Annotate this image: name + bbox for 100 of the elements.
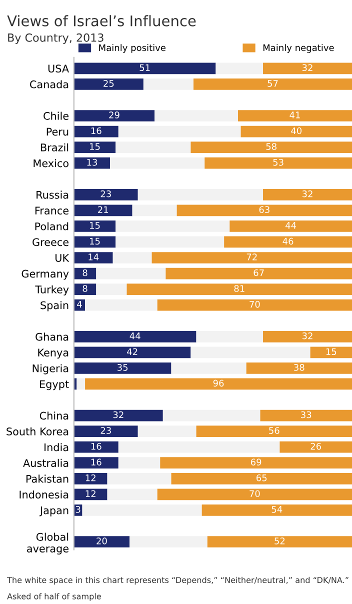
data-label: 16	[91, 127, 102, 134]
data-label: 69	[250, 458, 262, 466]
data-label: 42	[127, 348, 138, 355]
bar	[171, 362, 246, 374]
data-label: 32	[302, 190, 312, 198]
data-label: 25	[104, 80, 114, 87]
y-tick-label: Greece	[32, 238, 69, 246]
y-tick-label: France	[35, 206, 69, 215]
bar	[74, 252, 113, 264]
y-tick-label: Global average	[27, 532, 68, 554]
data-label: 65	[256, 474, 267, 482]
bar	[190, 142, 352, 153]
bar	[193, 78, 352, 90]
bar	[74, 188, 138, 200]
data-label: 3	[76, 506, 80, 513]
y-tick-label: Germany	[22, 270, 69, 280]
bar	[74, 441, 118, 453]
data-label: 58	[266, 143, 276, 150]
data-label: 15	[90, 143, 100, 150]
bar	[130, 536, 208, 548]
data-label: 72	[246, 254, 257, 260]
bar	[74, 62, 216, 74]
data-label: 21	[98, 206, 108, 213]
data-label: 67	[254, 269, 264, 276]
y-tick-label: Canada	[30, 80, 68, 88]
y-tick-label: Indonesia	[20, 490, 68, 499]
y-tick-label: Spain	[40, 301, 68, 312]
y-tick-label: Nigeria	[32, 364, 68, 374]
bar	[74, 346, 191, 358]
bar	[230, 220, 352, 232]
bar	[162, 410, 260, 422]
bar	[116, 236, 224, 248]
data-label: 15	[326, 348, 336, 356]
bar	[202, 504, 352, 516]
bar	[116, 142, 191, 153]
bar	[74, 472, 108, 484]
bar	[152, 252, 352, 264]
data-label: 23	[100, 427, 111, 434]
data-label: 54	[272, 506, 282, 513]
y-tick-label: Poland	[35, 222, 68, 230]
data-label: 16	[91, 458, 102, 466]
data-label: 15	[90, 222, 100, 229]
bar	[74, 410, 163, 422]
bar	[74, 488, 108, 500]
bar	[224, 236, 352, 248]
bar	[74, 142, 116, 153]
bar	[190, 346, 310, 358]
y-tick-label: USA	[48, 64, 69, 73]
bar	[85, 378, 352, 390]
y-tick-label: Peru	[46, 128, 68, 136]
data-label: 14	[88, 254, 99, 260]
y-tick-label: Turkey	[35, 285, 69, 296]
y-tick-label: Japan	[39, 506, 68, 516]
bar	[126, 284, 352, 295]
data-label: 44	[130, 332, 140, 340]
data-label: 29	[109, 112, 120, 118]
bar	[310, 346, 352, 358]
y-tick-label: South Korea	[6, 427, 68, 436]
data-label: 12	[86, 490, 96, 497]
data-label: 13	[87, 158, 98, 166]
data-label: 46	[282, 238, 294, 245]
bar	[74, 536, 130, 548]
data-label: 41	[290, 112, 300, 118]
bar	[74, 284, 96, 295]
bar	[132, 204, 177, 216]
bar	[157, 299, 352, 311]
bar	[196, 330, 264, 342]
y-tick-label: Australia	[23, 458, 68, 467]
bar	[263, 188, 352, 200]
data-label: 32	[302, 332, 312, 340]
bar	[74, 204, 132, 216]
data-label: 44	[286, 222, 296, 229]
bar	[260, 410, 352, 422]
y-tick-label: China	[40, 412, 68, 420]
y-tick-label: Brazil	[41, 143, 68, 152]
y-tick-label: Ghana	[36, 332, 68, 341]
bar	[118, 126, 241, 138]
bar	[74, 157, 110, 169]
bar	[166, 268, 352, 280]
text: The white space in this chart represents “Depends,” “Neither/neutral,” and “DK/NA.”	[7, 576, 348, 585]
text: Asked of half of sample	[7, 593, 101, 601]
bar	[246, 362, 352, 374]
data-label: 96	[213, 380, 224, 387]
bar	[118, 457, 160, 469]
bar	[74, 426, 138, 437]
legend-label: Mainly negative	[263, 44, 334, 53]
bar	[171, 472, 352, 484]
data-label: 70	[250, 490, 260, 498]
data-label: 40	[291, 127, 302, 134]
bar	[76, 378, 86, 390]
chart-subtitle: By Country, 2013	[8, 33, 104, 44]
y-tick-label: Russia	[36, 190, 68, 199]
data-label: 15	[90, 238, 100, 245]
bar	[204, 157, 352, 169]
y-tick-label: Pakistan	[26, 474, 68, 483]
data-label: 35	[118, 364, 128, 371]
data-label: 26	[310, 442, 322, 450]
data-label: 51	[140, 64, 150, 72]
bar	[74, 220, 116, 232]
bar	[207, 536, 352, 548]
